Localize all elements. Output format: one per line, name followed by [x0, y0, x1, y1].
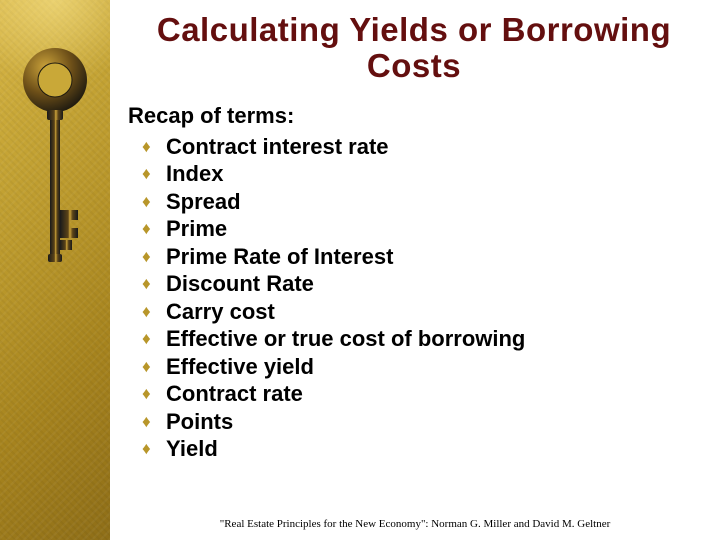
slide-title: Calculating Yields or Borrowing Costs [128, 12, 700, 85]
list-item: Effective or true cost of borrowing [166, 325, 700, 353]
bullet-list: Contract interest rate Index Spread Prim… [128, 133, 700, 463]
list-item: Yield [166, 435, 700, 463]
list-item: Discount Rate [166, 270, 700, 298]
footer-citation: "Real Estate Principles for the New Econ… [110, 518, 720, 530]
list-item: Prime [166, 215, 700, 243]
slide-subheading: Recap of terms: [128, 103, 700, 129]
list-item: Prime Rate of Interest [166, 243, 700, 271]
list-item: Index [166, 160, 700, 188]
slide-content: Calculating Yields or Borrowing Costs Re… [110, 0, 720, 540]
sidebar-decorative-panel [0, 0, 110, 540]
list-item: Spread [166, 188, 700, 216]
slide: Calculating Yields or Borrowing Costs Re… [0, 0, 720, 540]
list-item: Contract rate [166, 380, 700, 408]
key-icon [20, 40, 90, 300]
list-item: Carry cost [166, 298, 700, 326]
list-item: Effective yield [166, 353, 700, 381]
list-item: Contract interest rate [166, 133, 700, 161]
list-item: Points [166, 408, 700, 436]
